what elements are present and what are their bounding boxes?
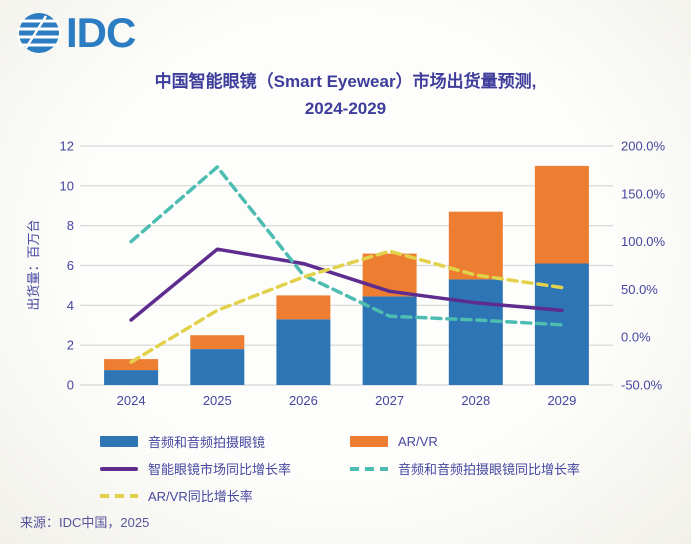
x-axis-label: 2029 [547,393,576,408]
legend-label: 音频和音频拍摄眼镜 [148,435,266,450]
chart-canvas: 0 2 4 6 8 10 12 200.0% 150.0% 100.0% 50.0% 0.0% -50.… [26,139,666,409]
bar-segment [448,211,503,280]
left-axis-tick-label: 0 [67,378,74,393]
legend-item: AR/VR同比增长率 [100,486,350,505]
legend-label: AR/VR [398,434,438,449]
legend-bar-swatch-icon [100,436,138,447]
left-axis-title: 出货量：百万台 [26,219,41,310]
legend-label: 智能眼镜市场同比增长率 [148,462,292,477]
right-axis-tick-label: -50.0% [621,378,663,393]
legend-dashed-line-swatch-icon [100,493,138,498]
bar-segment [190,349,245,385]
x-axis-label: 2024 [117,393,146,408]
idc-logo: IDC [16,9,136,56]
bar-segment [276,319,331,385]
chart-legend: 音频和音频拍摄眼镜 AR/VR 智能眼镜市场同比增长率 音频和音频拍摄眼镜同比增长率 A… [100,432,660,505]
left-axis-tick-label: 8 [67,218,74,233]
bar-segment [362,253,417,297]
bar-segment [362,296,417,385]
legend-item: 音频和音频拍摄眼镜同比增长率 [350,459,660,478]
x-axis-label: 2028 [461,393,490,408]
legend-label: AR/VR同比增长率 [148,489,253,504]
x-axis-label: 2026 [289,393,318,408]
legend-dashed-line-swatch-icon [350,466,388,471]
chart-title-line2: 2024-2029 [304,99,387,119]
bar-segment [190,335,245,350]
left-axis-tick-label: 4 [67,298,74,313]
right-axis-tick-label: 200.0% [621,139,666,154]
bar-segment [104,370,159,385]
x-axis-label: 2025 [203,393,232,408]
right-axis-tick-label: 0.0% [621,330,651,345]
left-axis-tick-label: 2 [67,338,74,353]
idc-logo-text: IDC [66,9,136,56]
bar-segment [448,279,503,385]
growth-line [129,249,564,364]
legend-item: AR/VR [350,432,660,451]
legend-bar-swatch-icon [350,436,388,447]
growth-line [129,165,564,327]
x-axis-label: 2027 [375,393,404,408]
chart-title-line1: 中国智能眼镜（Smart Eyewear）市场出货量预测, [154,72,537,91]
bar-segment [276,295,331,320]
legend-line-swatch-icon [100,466,138,471]
left-axis-tick-label: 12 [60,139,74,154]
idc-globe-icon [17,13,61,53]
legend-item: 音频和音频拍摄眼镜 [100,432,350,451]
legend-label: 音频和音频拍摄眼镜同比增长率 [398,462,581,477]
legend-item: 智能眼镜市场同比增长率 [100,459,350,478]
chart-title: 中国智能眼镜（Smart Eyewear）市场出货量预测, 2024-2029 [0,68,691,122]
left-axis-tick-label: 10 [60,178,74,193]
right-axis-tick-label: 100.0% [621,234,666,249]
right-axis-tick-label: 50.0% [621,282,658,297]
source-note: 来源：IDC中国，2025 [20,515,150,530]
combo-chart: 0 2 4 6 8 10 12 200.0% 150.0% 100.0% 50.0% 0.0% -50.… [26,139,666,409]
left-axis-tick-label: 6 [67,258,74,273]
bar-segment [104,359,159,371]
bar-segment [534,165,589,264]
right-axis-tick-label: 150.0% [621,186,666,201]
growth-line [129,247,564,322]
